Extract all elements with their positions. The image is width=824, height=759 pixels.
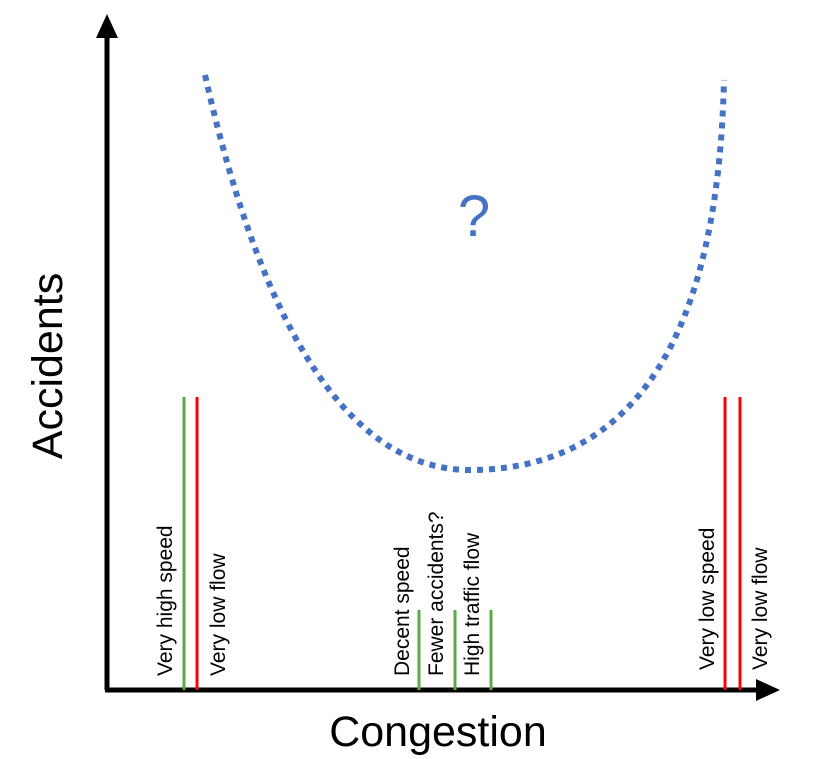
x-axis-title: Congestion (329, 708, 547, 756)
middle-speed-label: Decent speed (391, 546, 414, 676)
middle-flow-label: High traffic flow (461, 532, 484, 676)
middle-accidents-label: Fewer accidents? (425, 511, 448, 676)
left-flow-label: Very low flow (207, 553, 230, 676)
right-speed-label: Very low speed (696, 528, 719, 670)
x-axis-arrowhead (756, 679, 780, 701)
right-flow-label: Very low flow (749, 547, 772, 670)
curve-question-mark: ? (458, 184, 490, 249)
y-axis-title: Accidents (24, 273, 72, 459)
left-speed-label: Very high speed (154, 525, 177, 676)
y-axis-arrowhead (96, 14, 118, 38)
accident-curve (202, 74, 727, 474)
